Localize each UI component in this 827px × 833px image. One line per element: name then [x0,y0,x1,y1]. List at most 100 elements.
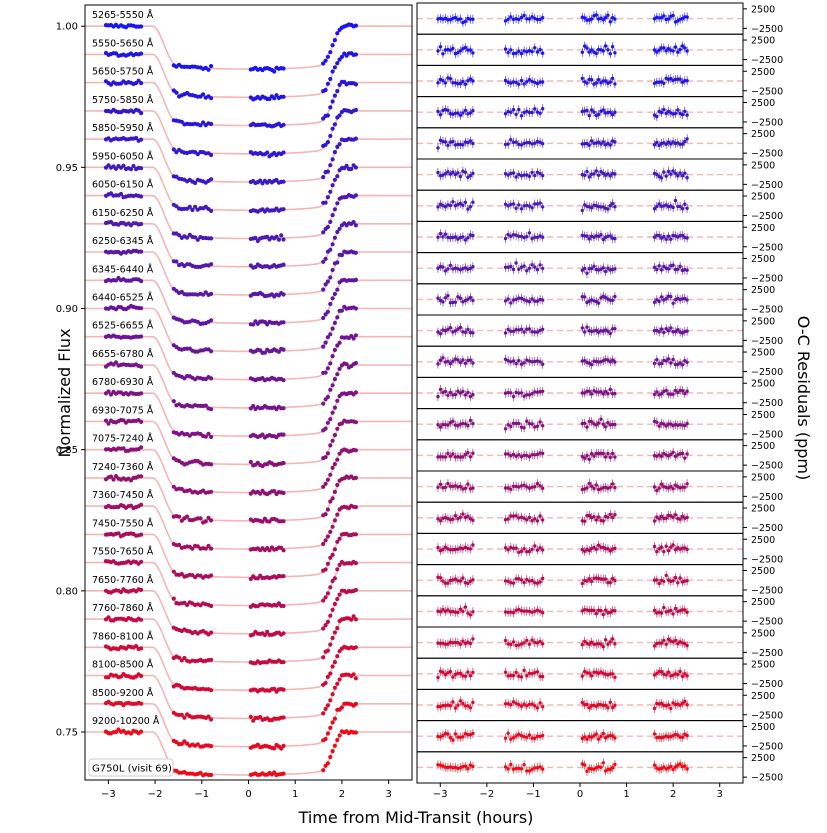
residual-point [538,111,542,116]
residual-point [685,137,689,141]
residual-point [596,140,601,144]
flux-point [335,61,340,66]
residual-point [596,78,601,82]
residual-point [468,517,473,521]
flux-point [328,189,333,194]
residual-point [530,672,534,676]
residual-point [541,173,545,178]
flux-point [353,561,358,566]
residual-point [527,49,532,53]
flux-point [179,571,184,577]
residual-point [456,671,460,675]
residual-point [608,387,612,392]
residual-point [610,766,615,770]
series-label-6: 6050-6150 Å [92,179,154,191]
residual-point [517,234,521,238]
residual-point [535,202,540,206]
residual-point [466,236,470,240]
residual-point [456,455,460,459]
residual-point [519,767,524,771]
residual-point [463,330,468,334]
residual-point [530,392,534,396]
residual-point [666,357,671,361]
flux-point [121,163,126,168]
residual-point [601,237,605,242]
residual-point [448,454,453,458]
residual-point [451,641,455,645]
residual-point [538,484,542,488]
residual-point [676,50,680,54]
flux-point [335,482,340,488]
series-label-19: 7550-7650 Å [92,546,154,558]
residual-point [451,170,455,174]
series-label-12: 6655-6780 Å [92,348,154,360]
residual-point [519,675,524,679]
residual-point [506,579,510,583]
residual-point [436,641,440,645]
residual-point [511,484,516,488]
residual-point [461,764,465,769]
residual-point [511,736,516,740]
residual-point [503,702,508,706]
residual-point [535,519,540,523]
residual-point [522,547,526,551]
flux-point [281,66,286,71]
residual-point [541,205,545,209]
residual-point [530,578,534,583]
flux-point [337,592,342,597]
residual-point [541,486,545,490]
residual-point [525,299,529,303]
residual-point [673,198,678,203]
residual-point [683,139,687,144]
flux-point [325,761,330,766]
residual-point [655,488,659,493]
residual-point [511,298,516,302]
residual-point [509,138,513,142]
residual-point [519,578,524,582]
residual-point [517,703,521,707]
flux-point [203,290,208,295]
residual-point [669,484,673,489]
residual-point [451,517,455,521]
residual-point [517,766,521,771]
residual-point [463,170,468,174]
residual-point [458,455,463,459]
residual-point [517,172,521,177]
flux-point [260,519,265,524]
res-y-tick-label: 2500 [751,348,775,359]
flux-point [335,287,340,292]
lc-x-tick-label-2: −1 [194,789,209,800]
residual-point [608,80,612,84]
residual-point [589,452,594,456]
residual-point [522,426,526,430]
residual-point [608,110,612,114]
residual-point [448,610,453,614]
residual-point [441,607,445,612]
residual-point [669,706,673,711]
residual-point [456,82,460,86]
residual-point [519,51,524,56]
residual-point [443,485,448,490]
flux-point [209,121,214,127]
residual-point [685,79,689,83]
residual-point [436,763,440,767]
res-x-tick-label-1: −2 [479,789,494,800]
residual-point [511,80,516,84]
series-label-7: 6150-6250 Å [92,207,154,219]
residual-point [587,113,591,118]
residual-point [511,359,516,363]
residual-point [530,610,534,614]
flux-point [139,249,144,254]
residual-point [503,518,508,522]
residual-point [664,327,668,331]
flux-point [323,736,328,742]
residual-point [519,515,524,519]
residual-point [506,731,510,735]
flux-point [281,122,286,127]
residual-point [666,703,671,707]
residual-point [662,549,666,554]
flux-point [330,410,335,415]
residual-point [601,392,605,396]
residual-point [438,387,443,392]
residual-point [659,454,664,458]
